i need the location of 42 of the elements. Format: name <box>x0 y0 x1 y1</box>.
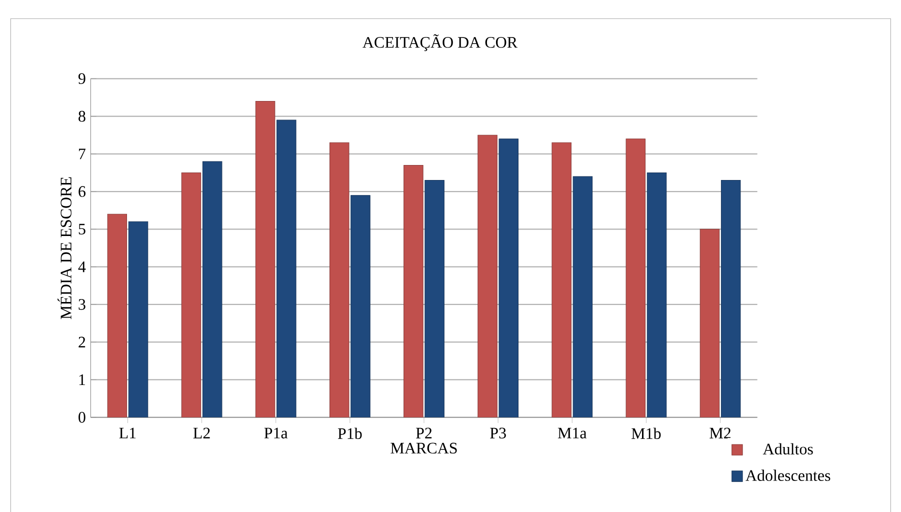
bar <box>404 164 424 418</box>
chart-title: ACEITAÇÃO DA COR <box>362 34 518 52</box>
y-tick-label: 3 <box>78 299 86 310</box>
x-tick-label: P2 <box>416 428 432 438</box>
x-tick-label: M1a <box>558 428 587 438</box>
bar <box>646 172 667 418</box>
bar <box>329 142 350 418</box>
bar <box>424 180 444 418</box>
bar <box>720 180 741 418</box>
y-axis-title: MÉDIA DE ESCORE <box>58 177 72 320</box>
y-tick-label: 5 <box>78 224 86 234</box>
x-tick-label: P1a <box>264 428 288 438</box>
bar <box>255 100 276 418</box>
bar <box>350 195 370 418</box>
y-tick-label: 4 <box>78 262 86 272</box>
x-tick-label: P3 <box>490 428 506 438</box>
bar <box>626 138 646 418</box>
x-axis-title: MARCAS <box>390 442 457 454</box>
bar <box>202 161 222 418</box>
bar <box>498 138 518 418</box>
legend-label: Adolescentes <box>746 470 830 481</box>
x-tick-label: L1 <box>119 428 136 438</box>
bar <box>700 228 720 418</box>
bar <box>107 214 128 418</box>
bar <box>572 176 593 418</box>
bar <box>128 221 148 418</box>
y-tick-label: 6 <box>78 186 86 197</box>
y-tick-label: 8 <box>78 110 86 122</box>
y-tick-label: 0 <box>78 412 86 423</box>
y-tick-label: 1 <box>79 374 86 385</box>
bar <box>181 172 202 418</box>
x-tick-label: L2 <box>193 428 210 438</box>
legend-label: Adultos <box>762 443 813 454</box>
bar <box>552 142 572 418</box>
y-tick-label: 9 <box>78 73 86 84</box>
bar <box>276 120 296 418</box>
y-tick-label: 2 <box>78 336 86 348</box>
bar <box>478 134 498 418</box>
x-tick-label: P1b <box>338 428 362 439</box>
x-tick-label: M2 <box>710 428 731 438</box>
x-tick-label: M1b <box>632 428 661 439</box>
y-tick-label: 7 <box>79 148 86 160</box>
